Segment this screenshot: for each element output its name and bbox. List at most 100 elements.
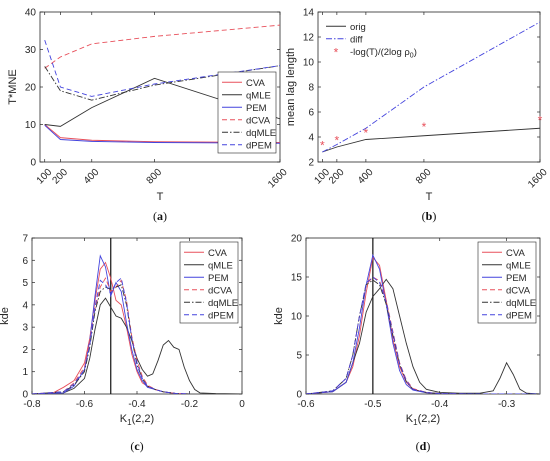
y-tick-label: 15 bbox=[291, 273, 303, 284]
series-line-qmle bbox=[44, 77, 280, 127]
data-point-marker: * bbox=[320, 139, 325, 153]
x-tick-label: 1600 bbox=[526, 167, 550, 191]
series-line-dqmle bbox=[306, 279, 540, 394]
series-line-cva bbox=[44, 124, 280, 143]
y-tick-label: 6 bbox=[22, 256, 28, 267]
x-axis-label: K1(2,2) bbox=[120, 413, 154, 427]
y-tick-label: 8 bbox=[308, 83, 314, 94]
x-tick-label: 0 bbox=[239, 399, 245, 410]
data-point-marker: * bbox=[422, 120, 427, 134]
legend-box bbox=[179, 241, 239, 324]
plot-area bbox=[32, 238, 242, 394]
x-tick-label: -0.3 bbox=[498, 399, 516, 410]
x-axis-label: T bbox=[157, 191, 164, 203]
x-tick-label: -0.6 bbox=[76, 399, 94, 410]
x-tick-label: -0.5 bbox=[364, 399, 382, 410]
series-line-dpem bbox=[306, 276, 540, 394]
y-tick-label: 10 bbox=[303, 58, 315, 69]
y-axis-label: mean lag length bbox=[285, 48, 297, 126]
x-axis-label: K1(2,2) bbox=[406, 413, 440, 427]
y-tick-label: 2 bbox=[308, 158, 314, 169]
y-tick-label: 40 bbox=[25, 8, 37, 19]
legend-label: CVA bbox=[506, 248, 525, 259]
legend-label: dCVA bbox=[506, 285, 531, 296]
y-tick-label: 7 bbox=[22, 234, 28, 245]
x-tick-label: 200 bbox=[50, 167, 70, 187]
y-tick-label: 1 bbox=[22, 367, 28, 378]
data-point-marker: * bbox=[335, 134, 340, 148]
data-point-marker: * bbox=[364, 126, 369, 140]
y-tick-label: 20 bbox=[291, 234, 303, 245]
legend-label: PEM bbox=[506, 273, 527, 284]
y-tick-label: 10 bbox=[25, 120, 37, 131]
x-tick-label: -0.4 bbox=[431, 399, 449, 410]
y-tick-label: 4 bbox=[22, 300, 28, 311]
axes-box bbox=[317, 11, 541, 163]
x-tick-label: -0.8 bbox=[23, 399, 41, 410]
y-tick-label: 0 bbox=[296, 390, 302, 401]
y-tick-label: 2 bbox=[22, 345, 28, 356]
series-line-dcva bbox=[44, 24, 280, 69]
x-tick-label: 800 bbox=[145, 167, 165, 187]
y-tick-label: 3 bbox=[22, 323, 28, 334]
series-line-pem bbox=[44, 124, 280, 144]
panel-c: 0 1 2 3 4 5 6 7 -0.8 -0.6 -0.4 -0.2 0 K1(2,2) kde CVAqM… bbox=[0, 234, 245, 454]
y-tick-label: 6 bbox=[308, 108, 314, 119]
legend-label: dqMLE bbox=[246, 128, 276, 139]
x-tick-label: -0.6 bbox=[297, 399, 315, 410]
series-line-dcva bbox=[32, 277, 190, 394]
legend-label: -log(T)/(2log ρ0) bbox=[350, 47, 417, 60]
x-tick-label: 200 bbox=[327, 167, 347, 187]
series-line-dpem bbox=[32, 277, 190, 394]
legend-label: dPEM bbox=[208, 310, 234, 321]
x-axis-label: T bbox=[426, 191, 433, 203]
x-tick-label: 400 bbox=[356, 167, 376, 187]
y-tick-label: 0 bbox=[22, 390, 28, 401]
legend-label: dCVA bbox=[208, 285, 233, 296]
legend-box bbox=[477, 241, 537, 324]
legend-label: diff bbox=[350, 34, 363, 45]
y-tick-label: 10 bbox=[291, 312, 303, 323]
legend-label: PEM bbox=[246, 103, 267, 114]
legend-label: CVA bbox=[246, 78, 265, 89]
legend-label: CVA bbox=[208, 248, 227, 259]
series-line-qmle bbox=[32, 297, 242, 394]
y-tick-label: 0 bbox=[30, 158, 36, 169]
series-line-qmle bbox=[306, 278, 540, 394]
data-point-marker: * bbox=[538, 114, 543, 128]
series-line-diff bbox=[322, 21, 540, 153]
plot-area bbox=[322, 21, 540, 153]
y-tick-label: 14 bbox=[303, 8, 315, 19]
y-axis-label: kde bbox=[0, 307, 11, 325]
y-tick-label: 5 bbox=[296, 351, 302, 362]
x-tick-label: 800 bbox=[414, 167, 434, 187]
legend-label: dqMLE bbox=[208, 298, 238, 309]
series-line-orig bbox=[322, 127, 540, 153]
y-tick-label: 12 bbox=[303, 33, 315, 44]
legend-box bbox=[217, 71, 277, 154]
legend-label: PEM bbox=[208, 273, 229, 284]
x-tick-label: 400 bbox=[82, 167, 102, 187]
legend-label: dqMLE bbox=[506, 298, 536, 309]
panel-caption: (c) bbox=[130, 439, 143, 453]
y-tick-label: 4 bbox=[308, 133, 314, 144]
panel-caption: (b) bbox=[422, 209, 437, 223]
legend-label: dCVA bbox=[246, 115, 271, 126]
x-tick-label: 1600 bbox=[266, 167, 290, 191]
y-axis-label: T*MNE bbox=[7, 69, 19, 104]
series-line-dpem bbox=[44, 39, 280, 97]
plot-area bbox=[306, 238, 540, 394]
legend-label: qMLE bbox=[246, 90, 271, 101]
y-tick-label: 20 bbox=[25, 83, 37, 94]
x-tick-label: -0.4 bbox=[128, 399, 146, 410]
x-tick-label: -0.2 bbox=[181, 399, 199, 410]
y-axis-label: kde bbox=[273, 307, 285, 325]
